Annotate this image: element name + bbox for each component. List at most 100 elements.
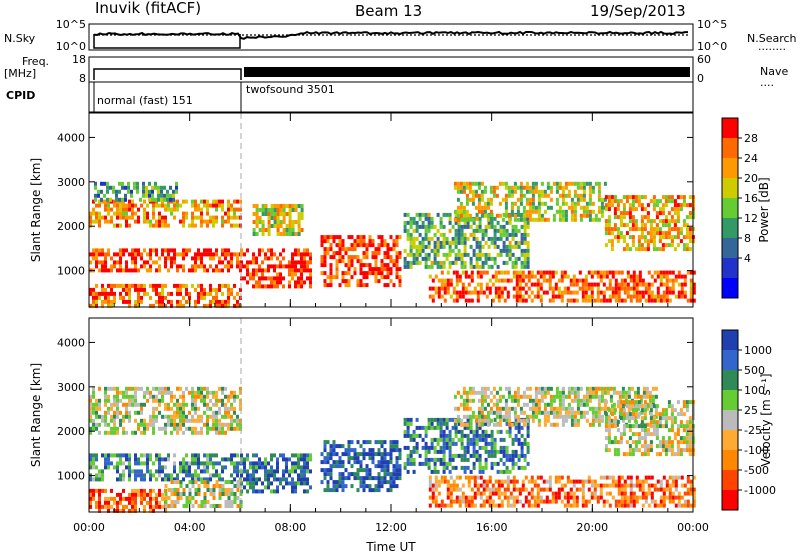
data-cell <box>122 268 125 273</box>
data-cell <box>607 448 611 453</box>
data-cell <box>500 290 504 295</box>
data-cell <box>502 224 506 229</box>
data-cell <box>303 481 306 486</box>
data-cell <box>483 398 487 403</box>
data-cell <box>149 488 152 493</box>
data-cell <box>131 398 134 403</box>
data-cell <box>104 291 107 296</box>
data-cell <box>146 215 149 220</box>
data-cell <box>588 386 592 391</box>
data-cell <box>430 417 434 422</box>
data-cell <box>191 390 194 395</box>
data-cell <box>427 421 431 426</box>
data-cell <box>230 291 233 296</box>
data-cell <box>433 437 437 442</box>
data-cell <box>459 418 463 423</box>
data-cell <box>464 270 468 275</box>
data-cell <box>182 422 185 427</box>
data-cell <box>95 260 98 265</box>
data-cell <box>521 278 525 283</box>
data-cell <box>517 441 521 446</box>
data-cell <box>415 244 419 249</box>
data-cell <box>215 207 218 212</box>
data-cell <box>179 410 182 415</box>
data-cell <box>455 290 459 295</box>
data-cell <box>576 185 580 190</box>
data-cell <box>122 426 125 431</box>
data-cell <box>640 195 644 200</box>
data-cell <box>613 215 617 220</box>
data-cell <box>477 193 481 198</box>
data-cell <box>430 469 434 474</box>
data-cell <box>676 195 680 200</box>
data-cell <box>158 295 161 300</box>
data-cell <box>439 240 443 245</box>
data-cell <box>332 444 336 449</box>
data-cell <box>134 418 137 423</box>
data-cell <box>631 199 635 204</box>
data-cell <box>453 418 457 423</box>
data-cell <box>485 495 489 500</box>
data-cell <box>392 472 396 477</box>
data-cell <box>368 267 372 272</box>
data-cell <box>449 483 453 488</box>
data-cell <box>409 240 413 245</box>
data-cell <box>128 268 131 273</box>
data-cell <box>427 236 431 241</box>
data-cell <box>264 212 268 216</box>
data-cell <box>282 477 285 482</box>
data-cell <box>356 283 360 288</box>
data-cell <box>421 437 425 442</box>
data-cell <box>520 465 524 470</box>
data-cell <box>582 181 586 186</box>
data-cell <box>620 278 624 283</box>
data-cell <box>439 264 443 269</box>
data-cell <box>230 500 234 504</box>
data-cell <box>449 495 453 500</box>
data-cell <box>155 260 158 265</box>
data-cell <box>209 426 212 431</box>
data-cell <box>686 499 690 504</box>
data-cell <box>273 284 276 289</box>
data-cell <box>212 287 215 292</box>
data-cell <box>110 256 113 261</box>
data-cell <box>527 274 531 279</box>
data-cell <box>549 398 553 403</box>
data-cell <box>218 299 221 304</box>
data-cell <box>389 448 393 453</box>
data-cell <box>206 457 209 462</box>
data-cell <box>294 481 297 486</box>
data-cell <box>560 270 564 275</box>
data-cell <box>424 256 428 261</box>
data-cell <box>511 236 515 241</box>
data-cell <box>113 414 116 419</box>
data-cell <box>465 406 469 411</box>
data-cell <box>182 215 185 220</box>
data-cell <box>113 264 116 269</box>
data-cell <box>689 479 693 484</box>
data-cell <box>488 479 492 484</box>
data-cell <box>520 248 524 253</box>
data-cell <box>418 224 422 229</box>
data-cell <box>236 488 240 492</box>
data-cell <box>492 402 496 407</box>
data-cell <box>110 402 113 407</box>
data-cell <box>584 298 588 303</box>
data-cell <box>486 414 490 419</box>
data-cell <box>573 390 577 395</box>
data-cell <box>398 267 402 272</box>
data-cell <box>149 492 152 497</box>
data-cell <box>134 386 137 391</box>
power-colorbar-swatch <box>722 258 738 279</box>
data-cell <box>341 271 345 276</box>
data-cell <box>520 433 524 438</box>
data-cell <box>279 232 283 236</box>
data-cell <box>637 239 641 244</box>
data-cell <box>490 212 494 217</box>
data-cell <box>176 480 180 484</box>
data-cell <box>635 499 639 504</box>
data-cell <box>200 283 203 288</box>
data-cell <box>575 503 579 508</box>
data-cell <box>610 247 614 252</box>
data-cell <box>267 212 271 216</box>
